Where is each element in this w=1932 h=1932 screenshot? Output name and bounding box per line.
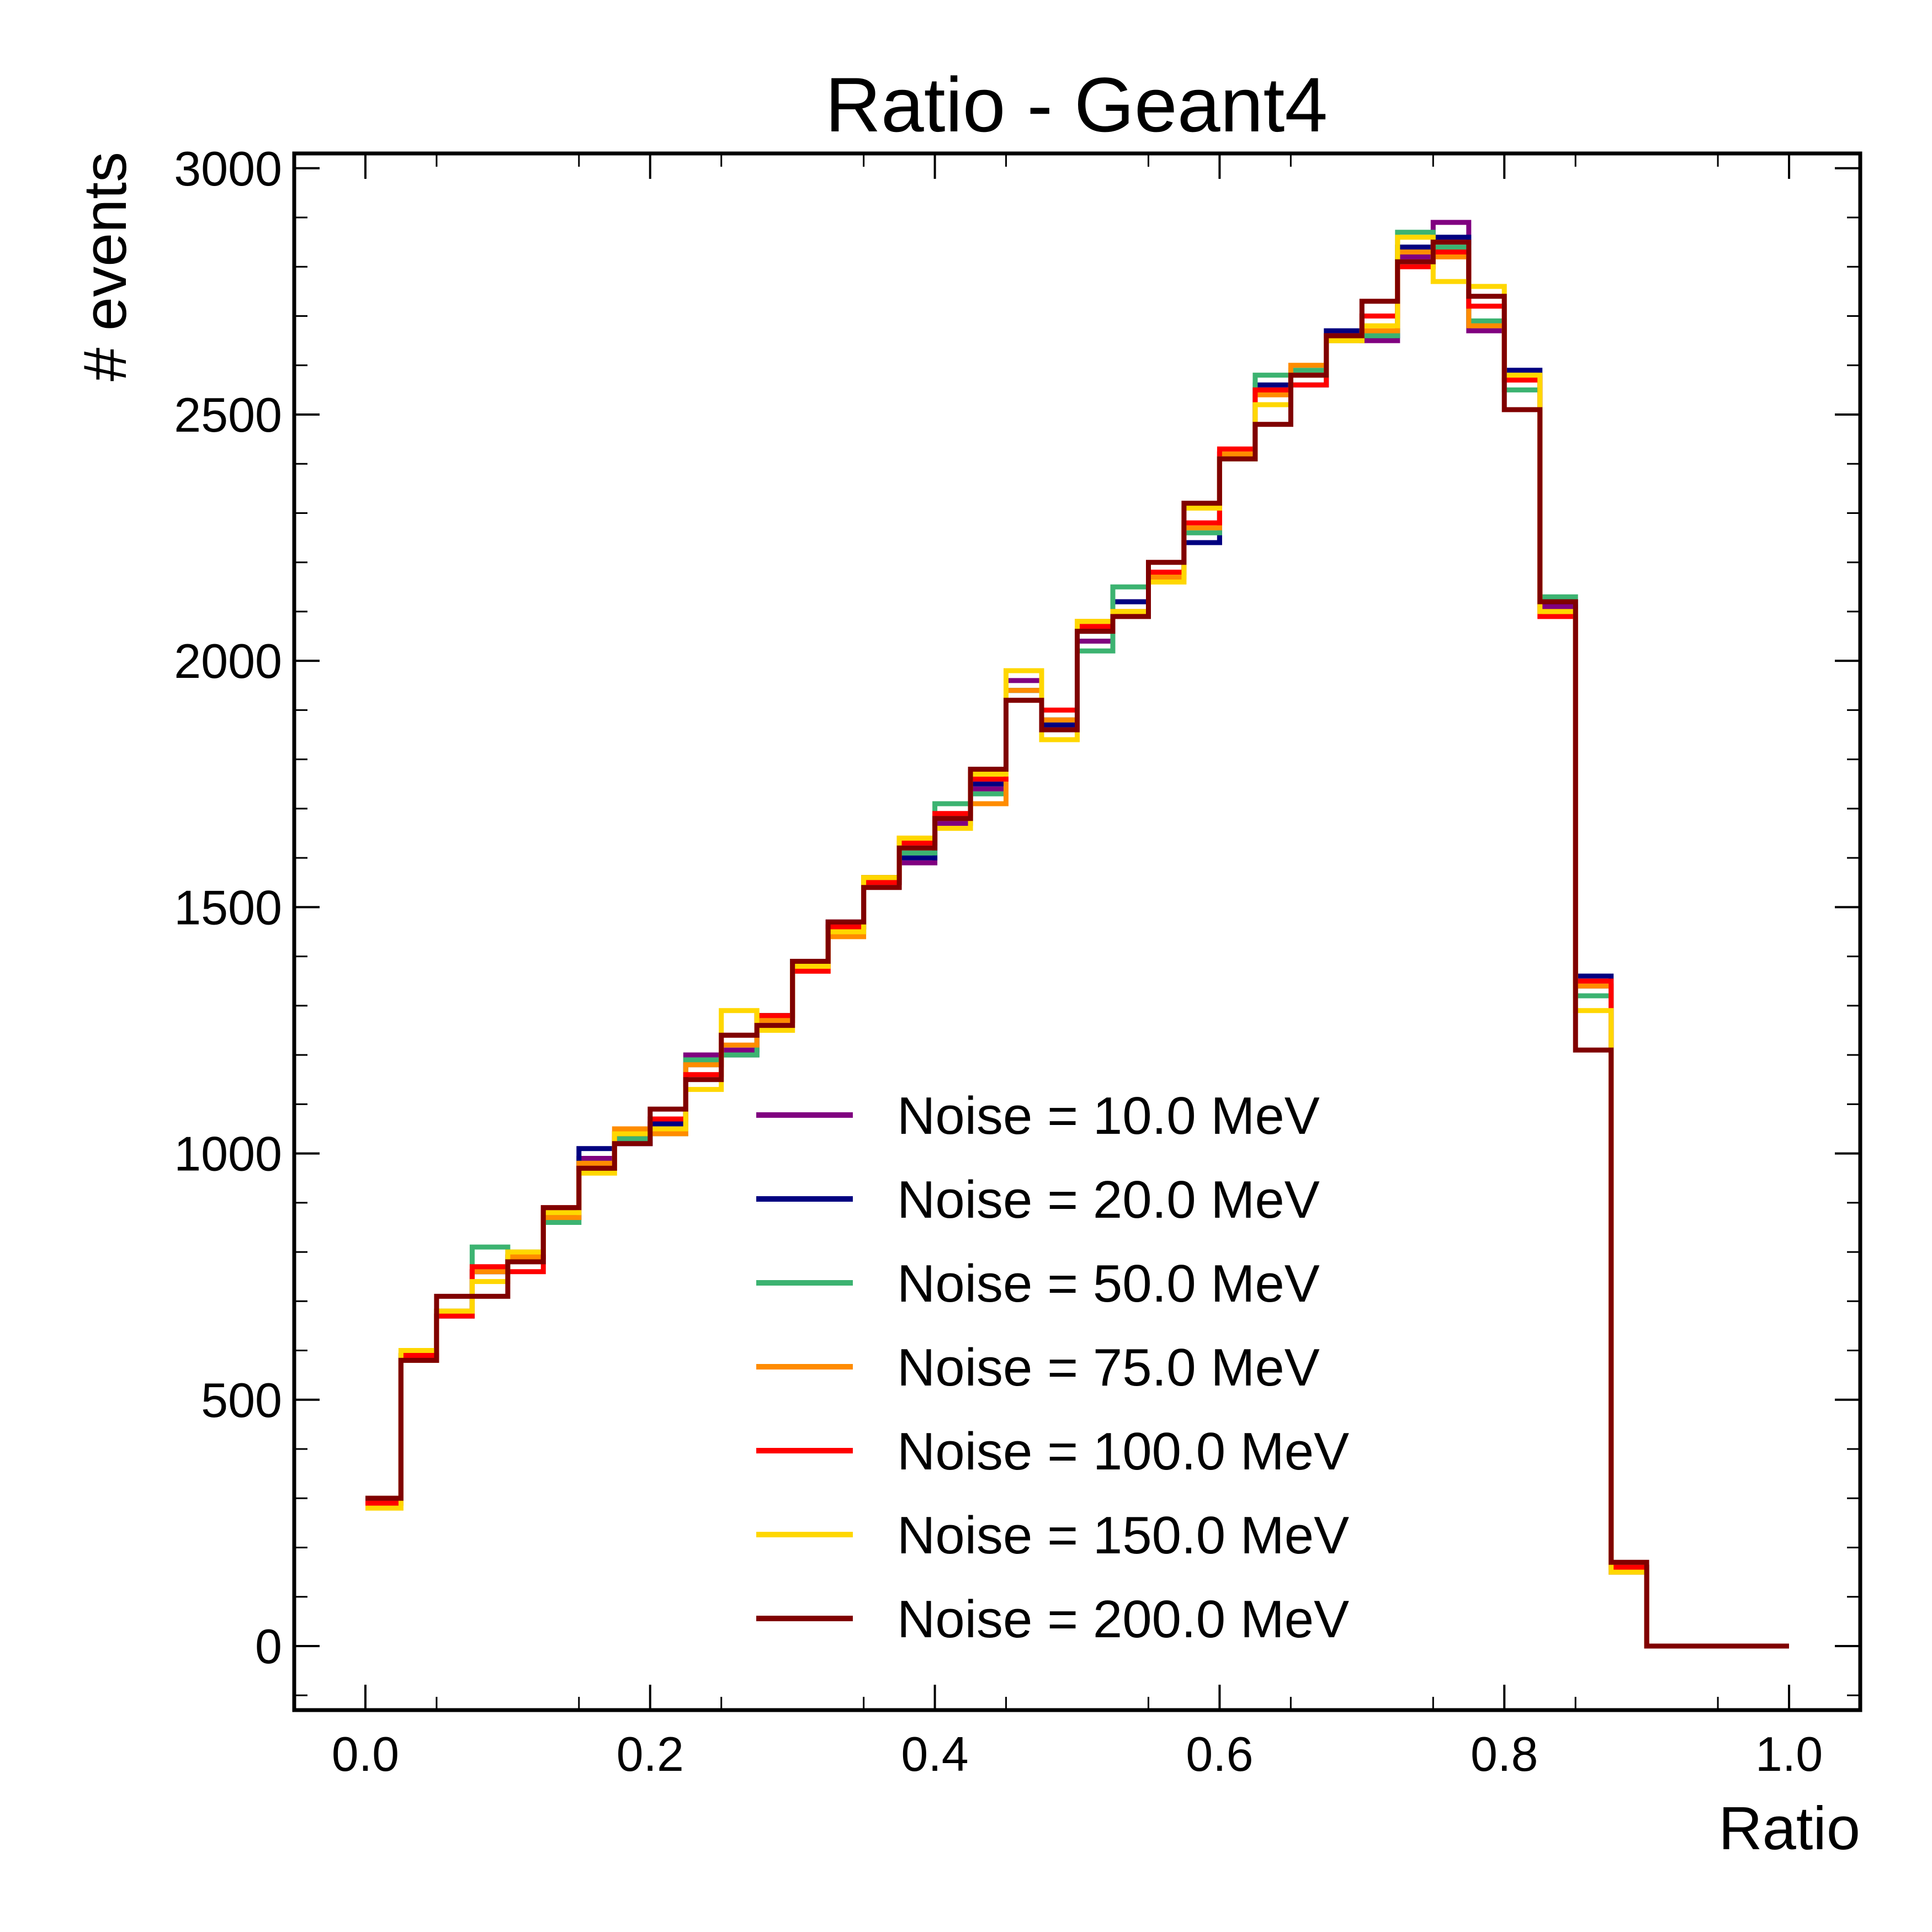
y-axis-label: # events xyxy=(71,152,139,381)
series-layer xyxy=(365,220,1789,1649)
legend-label: Noise = 20.0 MeV xyxy=(897,1170,1320,1229)
legend-label: Noise = 150.0 MeV xyxy=(897,1506,1349,1565)
plot-frame xyxy=(292,151,1862,1712)
axis-ticks: 0.0 0.2 0.4 0.6 0.8 1.0 0 500 1000 1500 2000 2500 30… xyxy=(174,141,1861,1781)
y-tick-label: 0 xyxy=(255,1619,282,1674)
chart-title: Ratio - Geant4 xyxy=(825,61,1328,148)
legend-label: Noise = 200.0 MeV xyxy=(897,1590,1349,1649)
legend-label: Noise = 75.0 MeV xyxy=(897,1338,1320,1397)
legend-label: Noise = 100.0 MeV xyxy=(897,1422,1349,1481)
y-tick-label: 2000 xyxy=(174,634,282,688)
x-axis-label: Ratio xyxy=(1718,1795,1860,1862)
legend: Noise = 10.0 MeV Noise = 20.0 MeV Noise = … xyxy=(756,1086,1349,1649)
x-tick-label: 0.2 xyxy=(617,1727,684,1781)
x-tick-label: 0.0 xyxy=(332,1727,399,1781)
x-tick-label: 0.6 xyxy=(1186,1727,1253,1781)
x-tick-label: 1.0 xyxy=(1755,1727,1823,1781)
x-tick-label: 0.8 xyxy=(1471,1727,1538,1781)
y-tick-label: 1000 xyxy=(174,1127,282,1181)
x-tick-label: 0.4 xyxy=(901,1727,968,1781)
y-tick-label: 2500 xyxy=(174,388,282,442)
series-line-6 xyxy=(365,240,1789,1649)
legend-label: Noise = 50.0 MeV xyxy=(897,1254,1320,1313)
y-tick-label: 3000 xyxy=(174,141,282,196)
y-tick-label: 500 xyxy=(201,1373,282,1427)
legend-label: Noise = 10.0 MeV xyxy=(897,1086,1320,1145)
y-tick-label: 1500 xyxy=(174,880,282,935)
